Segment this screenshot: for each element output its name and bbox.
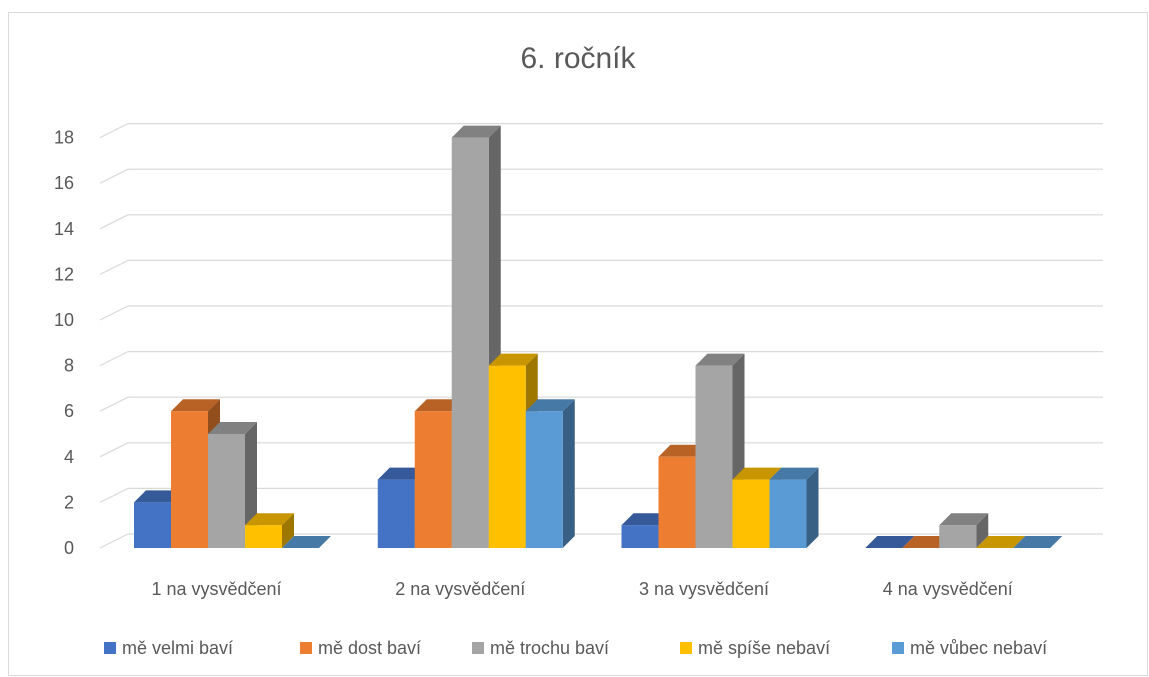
- bar-side: [976, 513, 989, 548]
- gridline-diag: [99, 533, 129, 549]
- legend-item: mě vůbec nebaví: [892, 638, 1047, 658]
- bar-front: [939, 525, 977, 548]
- bar-top: [621, 513, 671, 526]
- bar-top: [245, 513, 294, 526]
- bar: [902, 536, 952, 548]
- bar-side: [806, 467, 819, 548]
- bar-top: [769, 467, 819, 480]
- legend-label: mě trochu baví: [490, 638, 609, 658]
- legend-label: mě spíše nebaví: [698, 638, 830, 658]
- legend-swatch: [892, 642, 904, 654]
- category-label: 3 na vysvědčení: [639, 579, 769, 599]
- bar-top: [414, 399, 464, 412]
- bar: [245, 513, 294, 548]
- gridline-diag: [99, 259, 129, 275]
- bar-top: [171, 399, 220, 412]
- legend-label: mě dost baví: [318, 638, 421, 658]
- gridline-diag: [99, 487, 129, 503]
- chart-frame: [8, 12, 1148, 676]
- y-tick-label: 8: [64, 356, 74, 376]
- y-tick-label: 14: [54, 219, 74, 239]
- bar-top: [134, 490, 183, 503]
- bars: [134, 125, 1063, 548]
- gridline-diag: [99, 214, 129, 230]
- bar-top: [282, 536, 331, 548]
- legend-swatch: [300, 642, 312, 654]
- gridline-diag: [99, 168, 129, 184]
- legend-label: mě velmi baví: [122, 638, 233, 658]
- bar-side: [562, 399, 575, 548]
- category-label: 1 na vysvědčení: [151, 579, 281, 599]
- bar-front: [171, 411, 208, 548]
- legend-label: mě vůbec nebaví: [910, 638, 1047, 658]
- bar-top: [658, 444, 708, 457]
- bar-front: [658, 456, 696, 548]
- bar-top: [451, 125, 501, 138]
- bar-top: [1013, 536, 1063, 548]
- bar: [1013, 536, 1063, 548]
- gridline-diag: [99, 123, 129, 139]
- bar-top: [377, 467, 427, 480]
- gridline-diag: [99, 396, 129, 412]
- bar: [282, 536, 331, 548]
- bar-front: [732, 479, 770, 548]
- bar-front: [134, 502, 171, 548]
- bar: [976, 536, 1026, 548]
- y-tick-label: 2: [64, 492, 74, 512]
- bar-top: [695, 353, 745, 366]
- y-tick-label: 10: [54, 310, 74, 330]
- bar-side: [282, 513, 294, 548]
- bar: [208, 422, 257, 548]
- legend-swatch: [104, 642, 116, 654]
- legend-swatch: [680, 642, 692, 654]
- legend-item: mě dost baví: [300, 638, 421, 658]
- bar-top: [525, 399, 575, 412]
- legend-item: mě spíše nebaví: [680, 638, 830, 658]
- gridline-diag: [99, 351, 129, 367]
- bar-top: [488, 353, 538, 366]
- bar-front: [245, 525, 282, 548]
- y-tick-label: 16: [54, 173, 74, 193]
- y-tick-label: 4: [64, 447, 74, 467]
- legend-swatch: [472, 642, 484, 654]
- bar: [525, 399, 575, 548]
- bar-front: [208, 434, 245, 548]
- y-tick-label: 0: [64, 538, 74, 558]
- bar-front: [451, 137, 489, 548]
- bar-top: [902, 536, 952, 548]
- bar-top: [976, 536, 1026, 548]
- y-tick-label: 6: [64, 401, 74, 421]
- gridline-diag: [99, 305, 129, 321]
- category-label: 4 na vysvědčení: [883, 579, 1013, 599]
- gridline-diag: [99, 442, 129, 458]
- y-tick-label: 18: [54, 128, 74, 148]
- bar: [939, 513, 989, 548]
- y-tick-label: 12: [54, 264, 74, 284]
- bar-front: [769, 479, 807, 548]
- legend-item: mě velmi baví: [104, 638, 233, 658]
- y-axis-ticks: 0 2 4 6 8 10 12 14 16 18: [54, 128, 74, 558]
- chart-title: 6. ročník: [520, 42, 636, 75]
- bar-front: [488, 365, 526, 548]
- bar-front: [525, 411, 563, 548]
- bar-front: [377, 479, 415, 548]
- bar-front: [414, 411, 452, 548]
- bar-front: [695, 365, 733, 548]
- bar-top: [732, 467, 782, 480]
- bar: [769, 467, 819, 548]
- category-labels: 1 na vysvědčení 2 na vysvědčení 3 na vysvě…: [151, 579, 1012, 599]
- bar: [865, 536, 915, 548]
- bar-front: [621, 525, 659, 548]
- category-label: 2 na vysvědčení: [395, 579, 525, 599]
- legend: mě velmi baví mě dost baví mě trochu baví m…: [104, 638, 1047, 658]
- legend-item: mě trochu baví: [472, 638, 609, 658]
- bar-top: [939, 513, 989, 526]
- bar-top: [865, 536, 915, 548]
- bar-top: [208, 422, 257, 434]
